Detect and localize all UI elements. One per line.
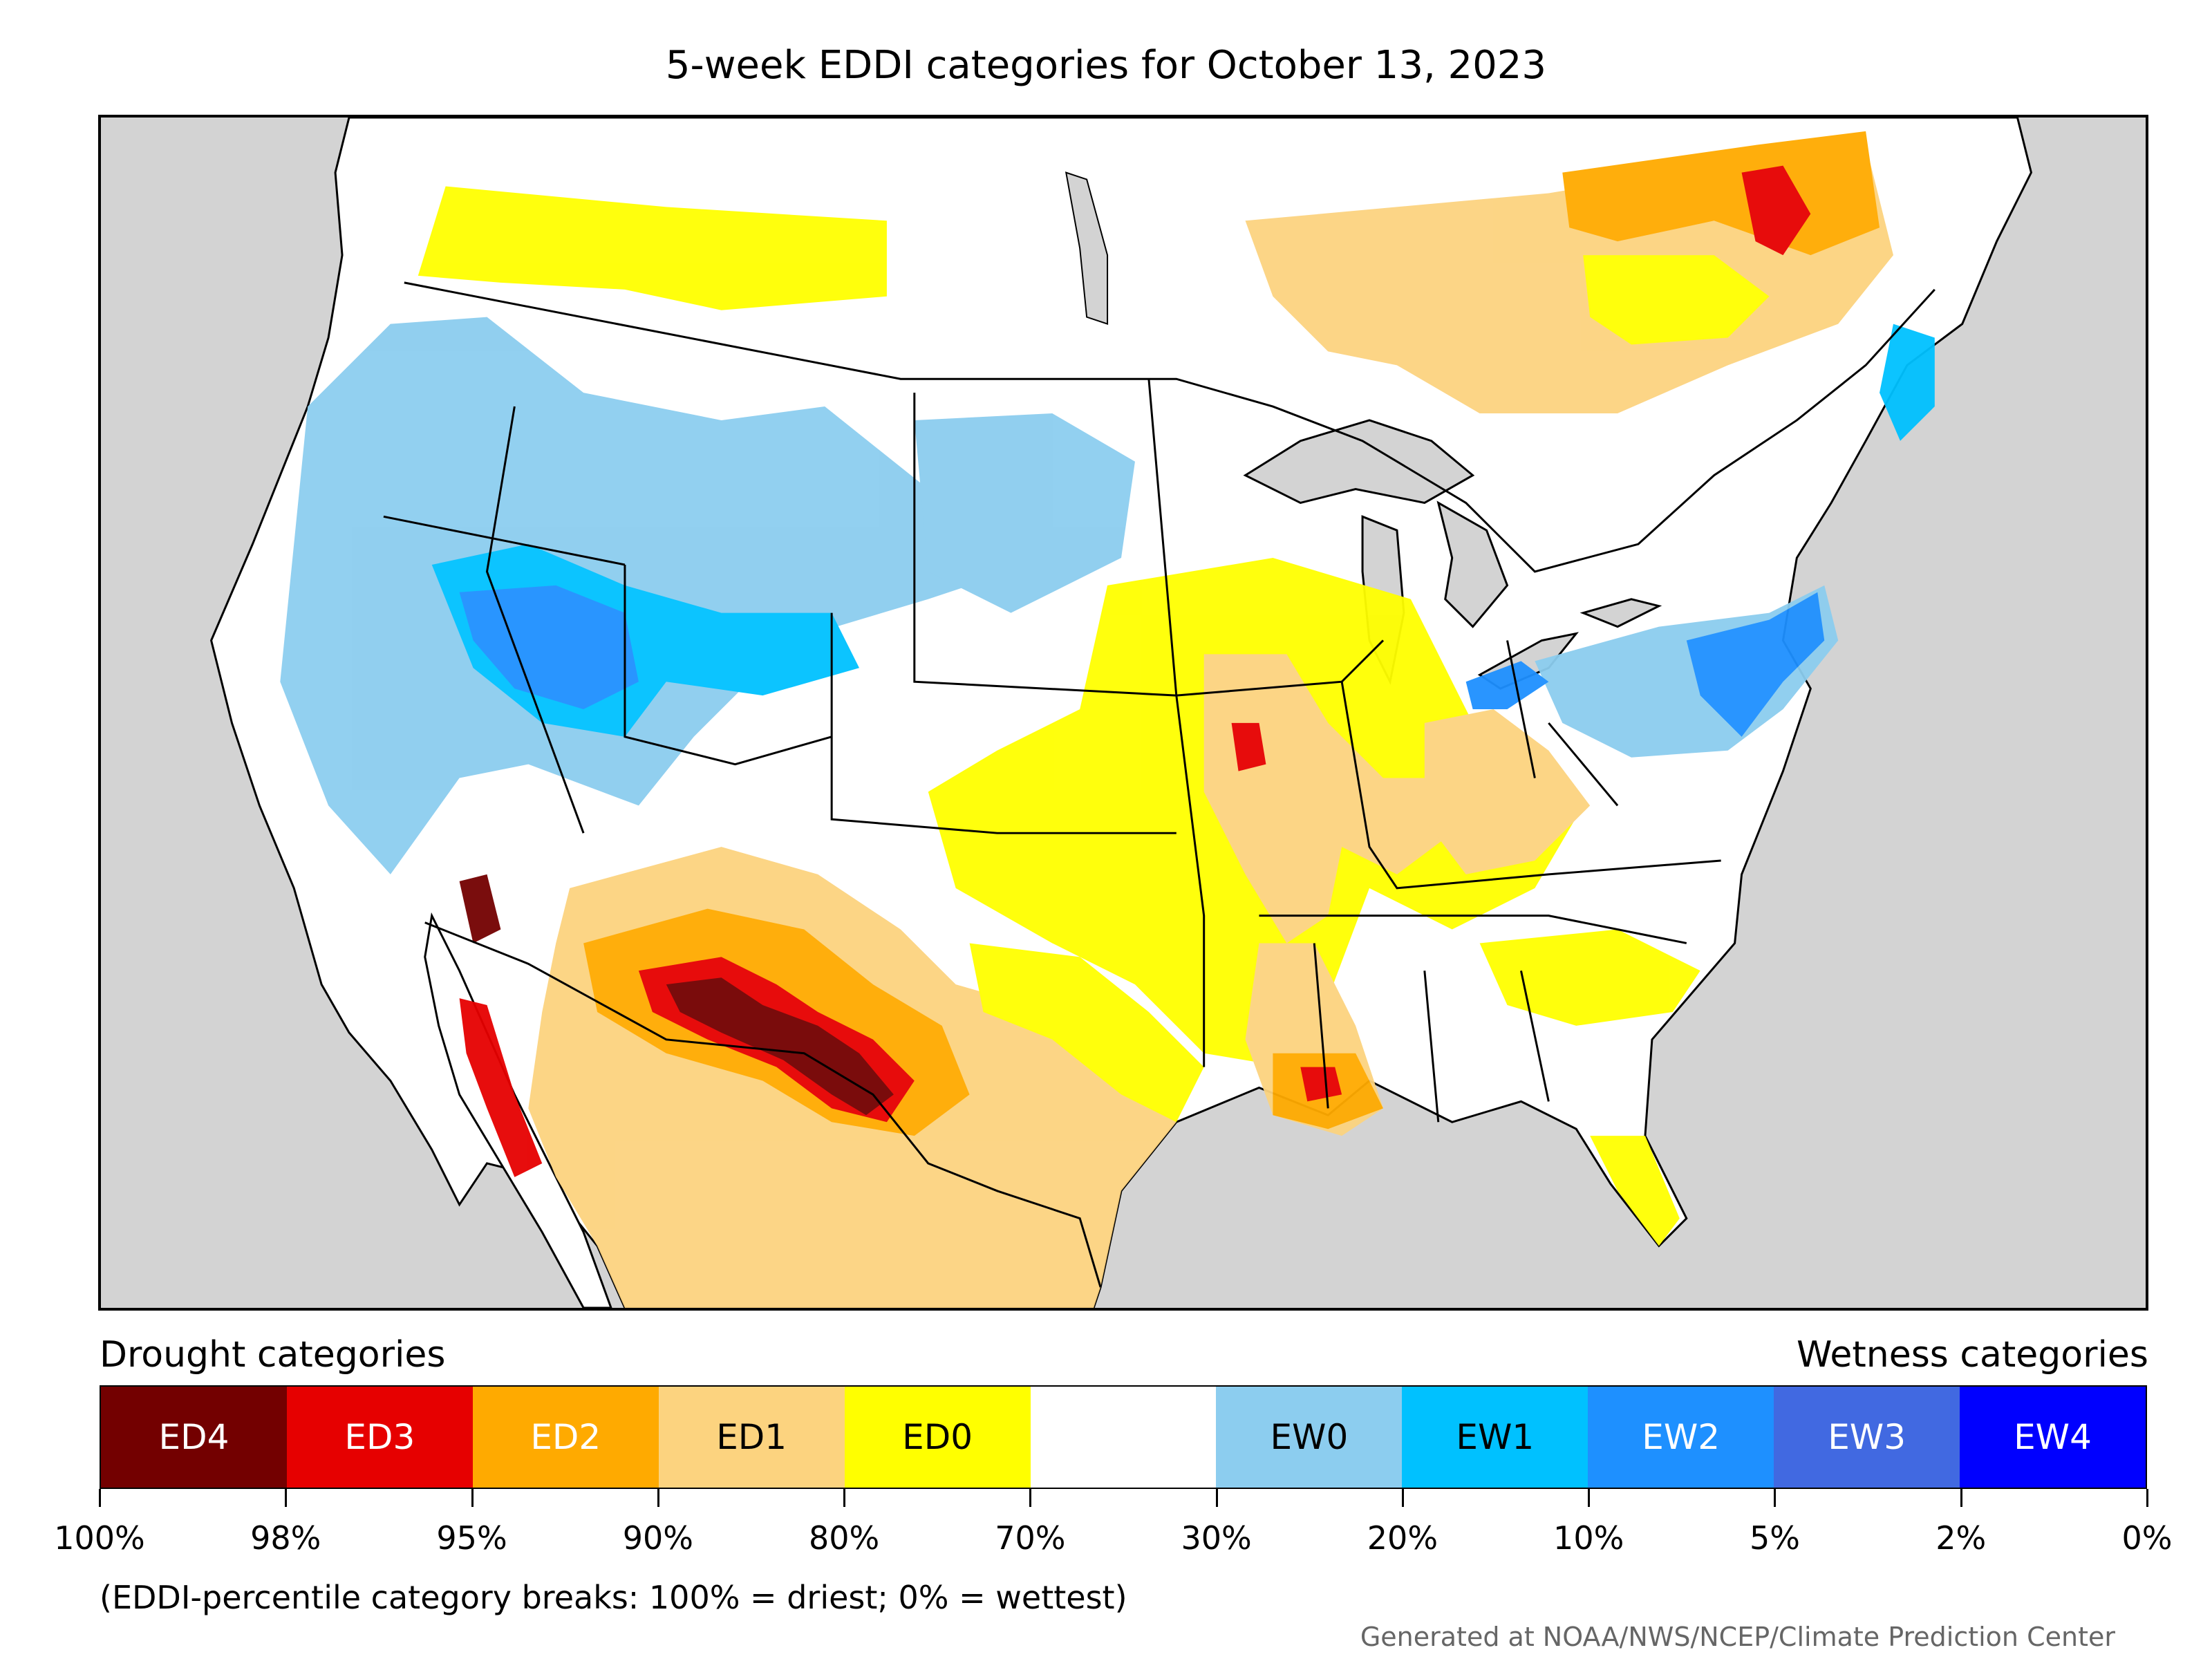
- colorbar-tick: [1588, 1489, 1591, 1507]
- colorbar-tick-label: 20%: [1367, 1519, 1438, 1557]
- category-colorbar: ED4 ED3 ED2 ED1 ED0 EW0 EW1 EW2 EW3 EW4: [100, 1385, 2147, 1489]
- colorbar-tick: [2146, 1489, 2148, 1507]
- colorbar-tick: [1215, 1489, 1218, 1507]
- colorbar-tick-label: 90%: [622, 1519, 693, 1557]
- colorbar-swatch-ed4: ED4: [101, 1387, 287, 1488]
- field-ed3-baja: [459, 998, 543, 1177]
- field-ed3-missouri: [1231, 722, 1266, 771]
- colorbar-swatch-ed0: ED0: [844, 1387, 1031, 1488]
- colorbar-tick-label: 30%: [1181, 1519, 1252, 1557]
- field-ed4-socal: [459, 874, 501, 944]
- field-ew0-dakotas: [914, 413, 1135, 613]
- colorbar-tick-label: 100%: [54, 1519, 145, 1557]
- field-ed3-louisiana: [1300, 1067, 1342, 1102]
- colorbar-tick-label: 0%: [2121, 1519, 2173, 1557]
- border-states-west: [383, 379, 1206, 1067]
- colorbar-tick-label: 98%: [250, 1519, 321, 1557]
- colorbar-tick-label: 5%: [1749, 1519, 1800, 1557]
- field-ed0-texas-gulf: [969, 943, 1204, 1123]
- colorbar-swatch-ed2: ED2: [472, 1387, 659, 1488]
- colorbar-tick: [285, 1489, 288, 1507]
- colorbar-tick-label: 10%: [1553, 1519, 1624, 1557]
- lake-huron: [1436, 500, 1509, 628]
- colorbar-tick-label: 80%: [808, 1519, 880, 1557]
- field-ed0-quebec-south: [1583, 255, 1770, 345]
- lake-winnipeg: [1065, 171, 1109, 325]
- lake-ontario: [1580, 598, 1662, 628]
- border-us-mexico: [424, 921, 1102, 1288]
- colorbar-tick: [1960, 1489, 1962, 1507]
- category-fields: [280, 131, 1935, 1308]
- colorbar-swatch-ew0: EW0: [1216, 1387, 1403, 1488]
- wetness-categories-heading: Wetness categories: [1797, 1334, 2148, 1376]
- map-canvas: [209, 118, 2033, 1308]
- credit-line: Generated at NOAA/NWS/NCEP/Climate Predi…: [1360, 1622, 2115, 1652]
- colorbar-tick: [99, 1489, 101, 1507]
- colorbar-tick: [471, 1489, 474, 1507]
- field-ed0-alberta: [418, 186, 887, 310]
- lake-superior: [1243, 419, 1475, 504]
- field-ew1-maine: [1880, 324, 1935, 441]
- border-us-canada: [404, 281, 1936, 573]
- colorbar-swatch-ew4: EW4: [1960, 1387, 2146, 1488]
- colorbar-tick: [1774, 1489, 1777, 1507]
- category-break-note: (EDDI-percentile category breaks: 100% =…: [100, 1579, 1127, 1616]
- field-ew0-northwest: [280, 317, 1053, 874]
- colorbar-ticks: [99, 1489, 2148, 1510]
- colorbar-tick: [1401, 1489, 1404, 1507]
- border-states-east: [1176, 639, 1721, 1123]
- field-ew2-lake-erie: [1465, 661, 1549, 710]
- colorbar-tick-label: 95%: [436, 1519, 507, 1557]
- drought-categories-heading: Drought categories: [100, 1334, 446, 1376]
- field-ed0-florida: [1590, 1136, 1680, 1246]
- colorbar-swatch-ew2: EW2: [1588, 1387, 1774, 1488]
- field-ed3-quebec: [1741, 165, 1811, 256]
- field-ew2-northeast: [1686, 592, 1825, 737]
- colorbar-swatch-ew1: EW1: [1402, 1387, 1588, 1488]
- colorbar-swatch-ed3: ED3: [286, 1387, 473, 1488]
- colorbar-tick-label: 70%: [995, 1519, 1066, 1557]
- field-ed4-southwest: [666, 977, 894, 1116]
- colorbar-swatch-normal: [1030, 1387, 1217, 1488]
- field-ed0-southeast: [1479, 929, 1700, 1026]
- political-borders: [383, 281, 1936, 1288]
- colorbar-tick: [657, 1489, 659, 1507]
- eddi-map[interactable]: [98, 115, 2148, 1311]
- colorbar-tick-label: 2%: [1936, 1519, 1987, 1557]
- map-title: 5-week EDDI categories for October 13, 2…: [665, 43, 1547, 88]
- colorbar-swatch-ew3: EW3: [1774, 1387, 1960, 1488]
- colorbar-swatch-ed1: ED1: [658, 1387, 845, 1488]
- colorbar-tick: [1029, 1489, 1032, 1507]
- colorbar-tick: [843, 1489, 846, 1507]
